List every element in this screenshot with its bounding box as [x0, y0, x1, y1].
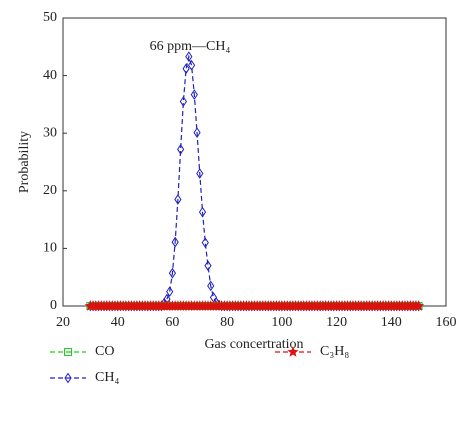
x-tick-label: 40: [111, 315, 125, 330]
marker: [182, 63, 190, 75]
marker: [177, 143, 185, 155]
marker: [198, 206, 207, 218]
x-tick-label: 80: [220, 315, 234, 330]
x-axis-label: Gas concertration: [204, 337, 303, 352]
marker: [413, 300, 425, 311]
marker: [64, 372, 72, 384]
marker: [190, 89, 198, 101]
series: [84, 300, 425, 311]
marker: [287, 346, 299, 357]
marker: [207, 280, 215, 292]
marker: [187, 59, 196, 71]
y-axis-label: Probability: [17, 131, 32, 193]
legend-label: CH₄: [95, 370, 119, 385]
series-line: [90, 54, 419, 307]
y-tick-label: 30: [43, 125, 57, 140]
y-tick-label: 50: [43, 10, 57, 25]
marker: [204, 260, 212, 272]
legend-label: CO: [95, 344, 114, 359]
y-tick-label: 0: [50, 298, 57, 313]
x-tick-label: 100: [271, 315, 292, 330]
y-tick-label: 20: [43, 183, 57, 198]
marker: [193, 127, 201, 139]
annotation: 66 ppm—CH₄: [150, 39, 231, 54]
y-tick-label: 10: [43, 241, 57, 256]
marker: [196, 168, 204, 179]
plot-frame: [62, 17, 447, 307]
marker: [179, 96, 187, 107]
marker: [168, 267, 177, 279]
marker: [64, 348, 72, 356]
series: [86, 51, 423, 312]
marker: [174, 194, 182, 205]
marker: [166, 286, 174, 298]
x-tick-label: 20: [56, 315, 70, 330]
marker: [171, 236, 179, 248]
x-tick-label: 120: [326, 315, 347, 330]
y-tick-label: 40: [43, 68, 57, 83]
marker: [201, 237, 209, 249]
x-tick-label: 160: [436, 315, 457, 330]
x-tick-label: 140: [381, 315, 402, 330]
x-tick-label: 60: [165, 315, 179, 330]
legend-label: C₃H₈: [320, 344, 349, 359]
marker: [185, 51, 193, 62]
